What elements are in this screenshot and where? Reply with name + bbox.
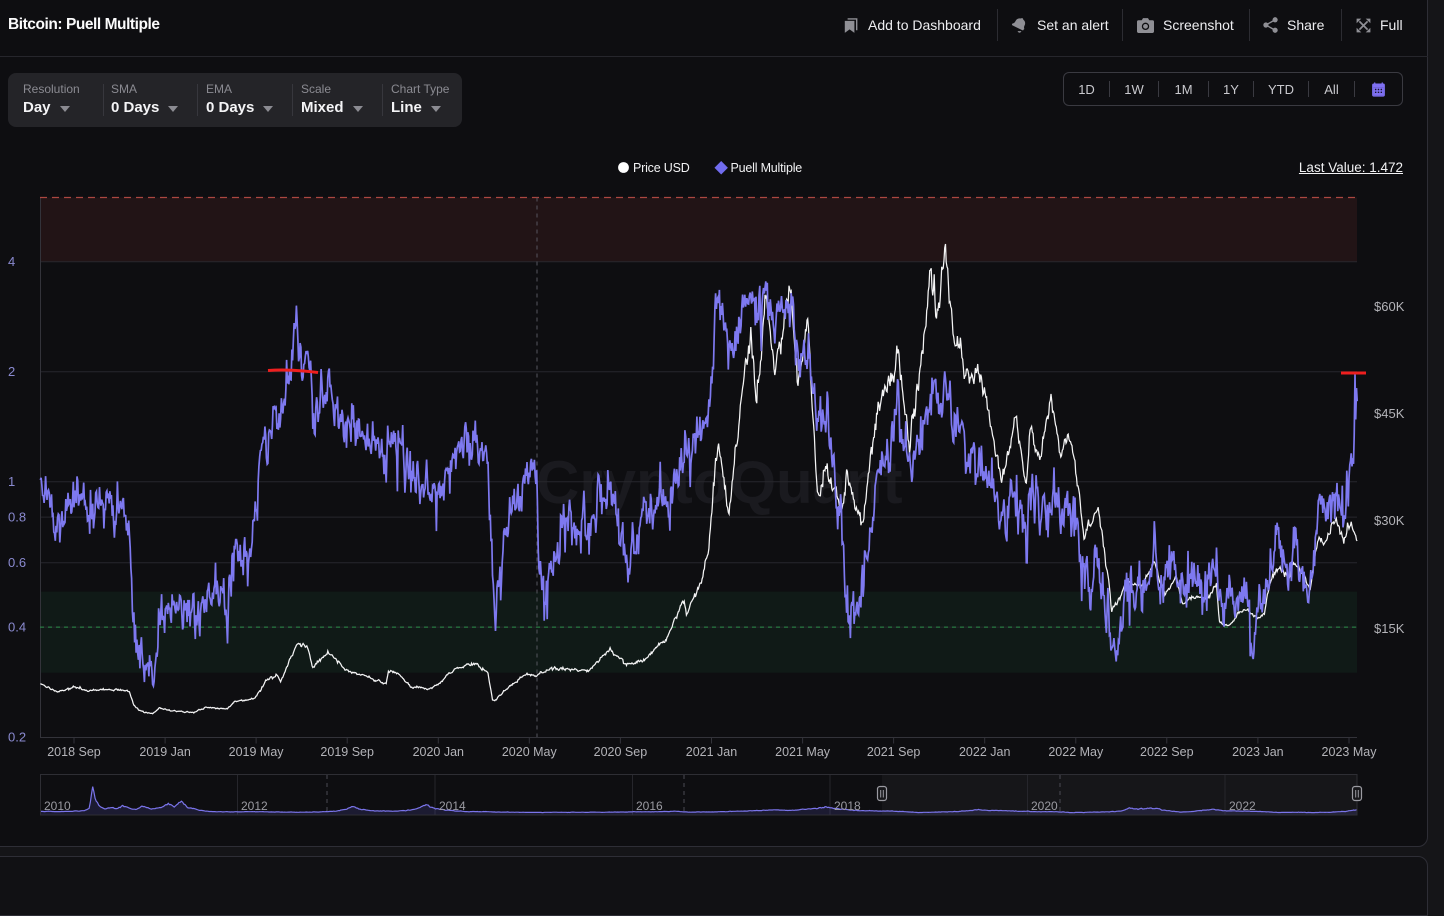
svg-text:2022 Jan: 2022 Jan bbox=[959, 745, 1010, 759]
svg-text:Puell Multiple: Puell Multiple bbox=[731, 161, 803, 175]
svg-text:2014: 2014 bbox=[439, 799, 466, 813]
svg-text:$15K: $15K bbox=[1374, 621, 1405, 636]
svg-text:$60K: $60K bbox=[1374, 299, 1405, 314]
svg-text:2022 Sep: 2022 Sep bbox=[1140, 745, 1194, 759]
svg-text:2023 Jan: 2023 Jan bbox=[1232, 745, 1283, 759]
svg-text:Price USD: Price USD bbox=[633, 161, 690, 175]
svg-text:2019 Sep: 2019 Sep bbox=[320, 745, 374, 759]
svg-text:2020 May: 2020 May bbox=[502, 745, 558, 759]
svg-text:$30K: $30K bbox=[1374, 513, 1405, 528]
svg-text:2019 Jan: 2019 Jan bbox=[139, 745, 190, 759]
svg-text:0.8: 0.8 bbox=[8, 510, 26, 525]
svg-text:2012: 2012 bbox=[241, 799, 268, 813]
svg-text:2022: 2022 bbox=[1229, 799, 1256, 813]
svg-text:2022 May: 2022 May bbox=[1048, 745, 1104, 759]
svg-text:2: 2 bbox=[8, 364, 15, 379]
svg-text:4: 4 bbox=[8, 254, 15, 269]
svg-text:2019 May: 2019 May bbox=[229, 745, 285, 759]
svg-text:2020 Sep: 2020 Sep bbox=[594, 745, 648, 759]
svg-text:2010: 2010 bbox=[44, 799, 71, 813]
svg-text:0.4: 0.4 bbox=[8, 620, 26, 635]
svg-text:2023 May: 2023 May bbox=[1322, 745, 1378, 759]
svg-text:1: 1 bbox=[8, 474, 15, 489]
svg-text:2016: 2016 bbox=[636, 799, 663, 813]
svg-text:2018: 2018 bbox=[834, 799, 861, 813]
svg-text:2020 Jan: 2020 Jan bbox=[413, 745, 464, 759]
svg-text:2018 Sep: 2018 Sep bbox=[47, 745, 101, 759]
svg-text:$45K: $45K bbox=[1374, 406, 1405, 421]
svg-text:0.6: 0.6 bbox=[8, 555, 26, 570]
svg-text:2021 May: 2021 May bbox=[775, 745, 831, 759]
svg-text:2020: 2020 bbox=[1031, 799, 1058, 813]
svg-text:0.2: 0.2 bbox=[8, 730, 26, 745]
svg-text:2021 Jan: 2021 Jan bbox=[686, 745, 737, 759]
svg-text:2021 Sep: 2021 Sep bbox=[867, 745, 921, 759]
